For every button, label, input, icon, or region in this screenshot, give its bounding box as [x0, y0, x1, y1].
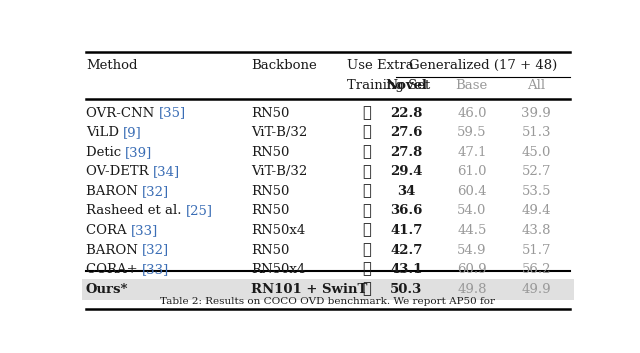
Text: 59.5: 59.5 — [457, 126, 486, 139]
Text: Base: Base — [456, 79, 488, 92]
Bar — [83, 279, 573, 300]
Text: [25]: [25] — [186, 204, 212, 217]
Text: 46.0: 46.0 — [457, 107, 486, 120]
Text: [33]: [33] — [131, 224, 158, 237]
Text: Rasheed et al.: Rasheed et al. — [86, 204, 186, 217]
Text: 39.9: 39.9 — [522, 107, 551, 120]
Text: 49.4: 49.4 — [522, 204, 551, 217]
Text: Use Extra: Use Extra — [347, 59, 413, 72]
Text: ✗: ✗ — [362, 184, 371, 198]
Text: 61.0: 61.0 — [457, 165, 486, 178]
Text: BARON: BARON — [86, 244, 142, 257]
Text: RN50x4: RN50x4 — [251, 224, 305, 237]
Text: 51.7: 51.7 — [522, 244, 551, 257]
Text: RN50: RN50 — [251, 204, 289, 217]
Text: Detic: Detic — [86, 146, 125, 158]
Text: 60.4: 60.4 — [457, 185, 486, 198]
Text: 49.8: 49.8 — [457, 283, 486, 296]
Text: 53.5: 53.5 — [522, 185, 551, 198]
Text: 51.3: 51.3 — [522, 126, 551, 139]
Text: ✓: ✓ — [362, 106, 371, 120]
Text: 50.3: 50.3 — [390, 283, 422, 296]
Text: 43.8: 43.8 — [522, 224, 551, 237]
Text: [32]: [32] — [142, 185, 169, 198]
Text: 22.8: 22.8 — [390, 107, 422, 120]
Text: RN101 + SwinT: RN101 + SwinT — [251, 283, 367, 296]
Text: Ours*: Ours* — [86, 283, 129, 296]
Text: ViLD: ViLD — [86, 126, 124, 139]
Text: ViT-B/32: ViT-B/32 — [251, 126, 307, 139]
Text: [9]: [9] — [124, 126, 142, 139]
Text: ✗: ✗ — [362, 282, 371, 296]
Text: ✓: ✓ — [362, 145, 371, 159]
Text: 47.1: 47.1 — [457, 146, 486, 158]
Text: Training Set: Training Set — [347, 79, 430, 92]
Text: 29.4: 29.4 — [390, 165, 422, 178]
Text: Method: Method — [86, 59, 138, 72]
Text: RN50: RN50 — [251, 244, 289, 257]
Text: 27.6: 27.6 — [390, 126, 422, 139]
Text: 60.9: 60.9 — [457, 263, 486, 276]
Text: 44.5: 44.5 — [457, 224, 486, 237]
Text: 54.0: 54.0 — [457, 204, 486, 217]
Text: RN50x4: RN50x4 — [251, 263, 305, 276]
Text: [35]: [35] — [159, 107, 186, 120]
Text: [32]: [32] — [142, 244, 169, 257]
Text: Backbone: Backbone — [251, 59, 317, 72]
Text: RN50: RN50 — [251, 185, 289, 198]
Text: 36.6: 36.6 — [390, 204, 422, 217]
Text: [34]: [34] — [153, 165, 180, 178]
Text: 45.0: 45.0 — [522, 146, 551, 158]
Text: Novel: Novel — [385, 79, 428, 92]
Text: BARON: BARON — [86, 185, 142, 198]
Text: 27.8: 27.8 — [390, 146, 422, 158]
Text: 41.7: 41.7 — [390, 224, 422, 237]
Text: Generalized (17 + 48): Generalized (17 + 48) — [409, 59, 557, 72]
Text: [33]: [33] — [142, 263, 169, 276]
Text: Table 2: Results on COCO OVD benchmark. We report AP50 for: Table 2: Results on COCO OVD benchmark. … — [161, 298, 495, 306]
Text: [39]: [39] — [125, 146, 152, 158]
Text: 52.7: 52.7 — [522, 165, 551, 178]
Text: ✓: ✓ — [362, 263, 371, 277]
Text: ✗: ✗ — [362, 165, 371, 179]
Text: CORA: CORA — [86, 224, 131, 237]
Text: ViT-B/32: ViT-B/32 — [251, 165, 307, 178]
Text: RN50: RN50 — [251, 107, 289, 120]
Text: ✗: ✗ — [362, 126, 371, 139]
Text: ✗: ✗ — [362, 223, 371, 238]
Text: ✓: ✓ — [362, 243, 371, 257]
Text: 56.2: 56.2 — [522, 263, 551, 276]
Text: RN50: RN50 — [251, 146, 289, 158]
Text: 42.7: 42.7 — [390, 244, 422, 257]
Text: 49.9: 49.9 — [522, 283, 551, 296]
Text: CORA+: CORA+ — [86, 263, 142, 276]
Text: OV-DETR: OV-DETR — [86, 165, 153, 178]
Text: 43.1: 43.1 — [390, 263, 422, 276]
Text: ✓: ✓ — [362, 204, 371, 218]
Text: 54.9: 54.9 — [457, 244, 486, 257]
Text: All: All — [527, 79, 545, 92]
Text: OVR-CNN: OVR-CNN — [86, 107, 159, 120]
Text: 34: 34 — [397, 185, 415, 198]
